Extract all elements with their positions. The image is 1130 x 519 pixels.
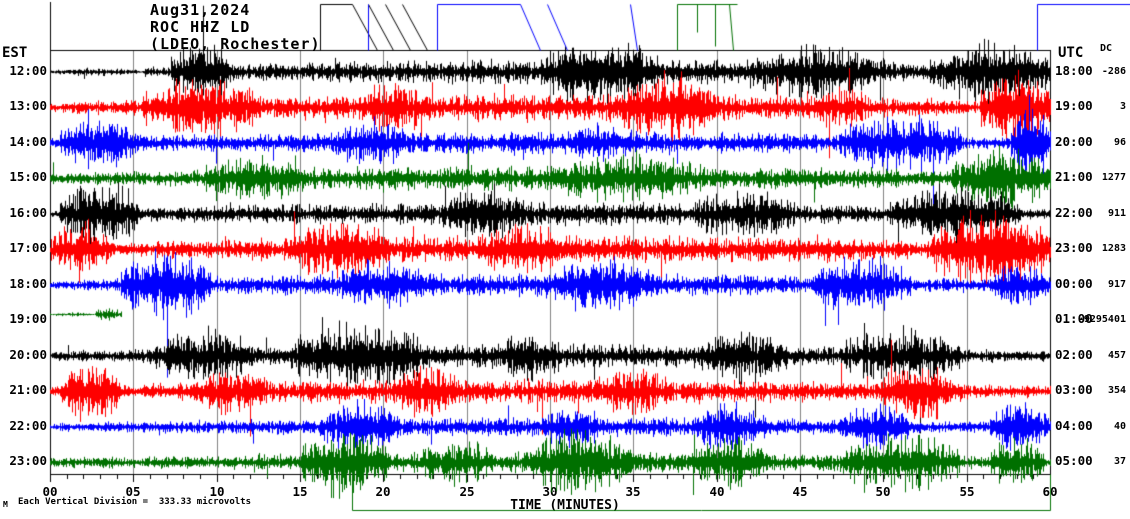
est-label-row-7: 19:00 <box>9 311 47 326</box>
est-label-row-3: 15:00 <box>9 169 47 184</box>
left-axis-title: EST <box>2 45 28 61</box>
dc-value-row-7: -9295401 <box>1077 314 1126 325</box>
est-label-row-9: 21:00 <box>9 382 47 397</box>
x-tick-50: 50 <box>875 484 891 499</box>
est-label-row-2: 14:00 <box>9 134 47 149</box>
dc-value-row-9: 354 <box>1107 385 1126 396</box>
dc-value-row-8: 457 <box>1107 350 1126 361</box>
x-tick-40: 40 <box>709 484 725 499</box>
dc-value-row-3: 1277 <box>1101 172 1126 183</box>
x-axis-title: TIME (MINUTES) <box>510 498 620 513</box>
dc-value-row-2: 96 <box>1113 137 1126 148</box>
header-station: ROC HHZ LD <box>150 18 251 36</box>
est-label-row-0: 12:00 <box>9 63 47 78</box>
x-tick-55: 55 <box>959 484 975 499</box>
dc-column-title: DC <box>1100 43 1113 54</box>
dc-value-row-11: 37 <box>1113 456 1126 467</box>
est-label-row-8: 20:00 <box>9 347 47 362</box>
right-axis-title: UTC <box>1058 45 1084 61</box>
header-date: Aug31,2024 <box>150 1 251 19</box>
x-tick-35: 35 <box>625 484 641 499</box>
est-label-row-5: 17:00 <box>9 240 47 255</box>
dc-value-row-0: -286 <box>1101 66 1126 77</box>
header-location: (LDEO, Rochester) <box>150 35 321 53</box>
est-label-row-10: 22:00 <box>9 418 47 433</box>
est-label-row-4: 16:00 <box>9 205 47 220</box>
dc-value-row-10: 40 <box>1113 421 1126 432</box>
est-label-row-1: 13:00 <box>9 98 47 113</box>
dc-value-row-6: 917 <box>1107 279 1126 290</box>
dc-value-row-4: 911 <box>1107 208 1126 219</box>
corner-mark: M <box>3 500 8 509</box>
x-tick-30: 30 <box>542 484 558 499</box>
x-tick-45: 45 <box>792 484 808 499</box>
dc-value-row-1: 3 <box>1119 101 1126 112</box>
est-label-row-11: 23:00 <box>9 453 47 468</box>
est-label-row-6: 18:00 <box>9 276 47 291</box>
x-tick-15: 15 <box>292 484 308 499</box>
dc-value-row-5: 1283 <box>1101 243 1126 254</box>
scale-note: Each Vertical Division = 333.33 microvol… <box>18 497 251 507</box>
x-tick-60: 60 <box>1042 484 1058 499</box>
x-tick-25: 25 <box>459 484 475 499</box>
x-tick-20: 20 <box>375 484 391 499</box>
